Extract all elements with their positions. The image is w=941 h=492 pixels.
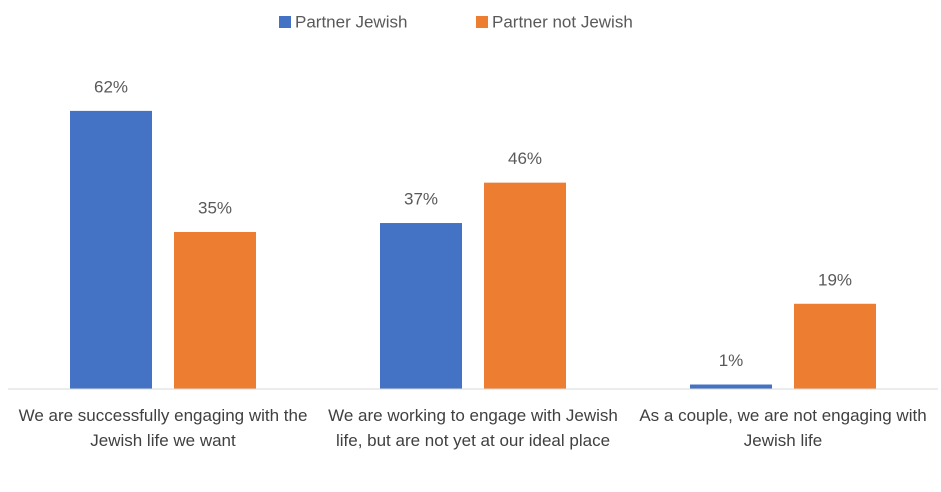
- legend-swatch: [476, 16, 488, 28]
- legend-label: Partner not Jewish: [492, 12, 633, 31]
- legend-label: Partner Jewish: [295, 12, 407, 31]
- bar: [690, 384, 772, 389]
- x-tick-label: We are successfully engaging with the Je…: [18, 406, 308, 450]
- value-label: 46%: [508, 149, 542, 168]
- value-label: 37%: [404, 190, 438, 209]
- x-tick-label: As a couple, we are not engaging with Je…: [639, 406, 927, 450]
- bar: [70, 110, 152, 389]
- legend-swatch: [279, 16, 291, 28]
- value-label: 19%: [818, 270, 852, 289]
- bar: [380, 223, 462, 389]
- x-tick-label: We are working to engage with Jewish lif…: [328, 406, 618, 450]
- value-label: 35%: [198, 198, 232, 217]
- value-label: 62%: [94, 77, 128, 96]
- bar: [794, 303, 876, 389]
- bar: [484, 182, 566, 389]
- value-label: 1%: [719, 351, 744, 370]
- bar: [174, 232, 256, 389]
